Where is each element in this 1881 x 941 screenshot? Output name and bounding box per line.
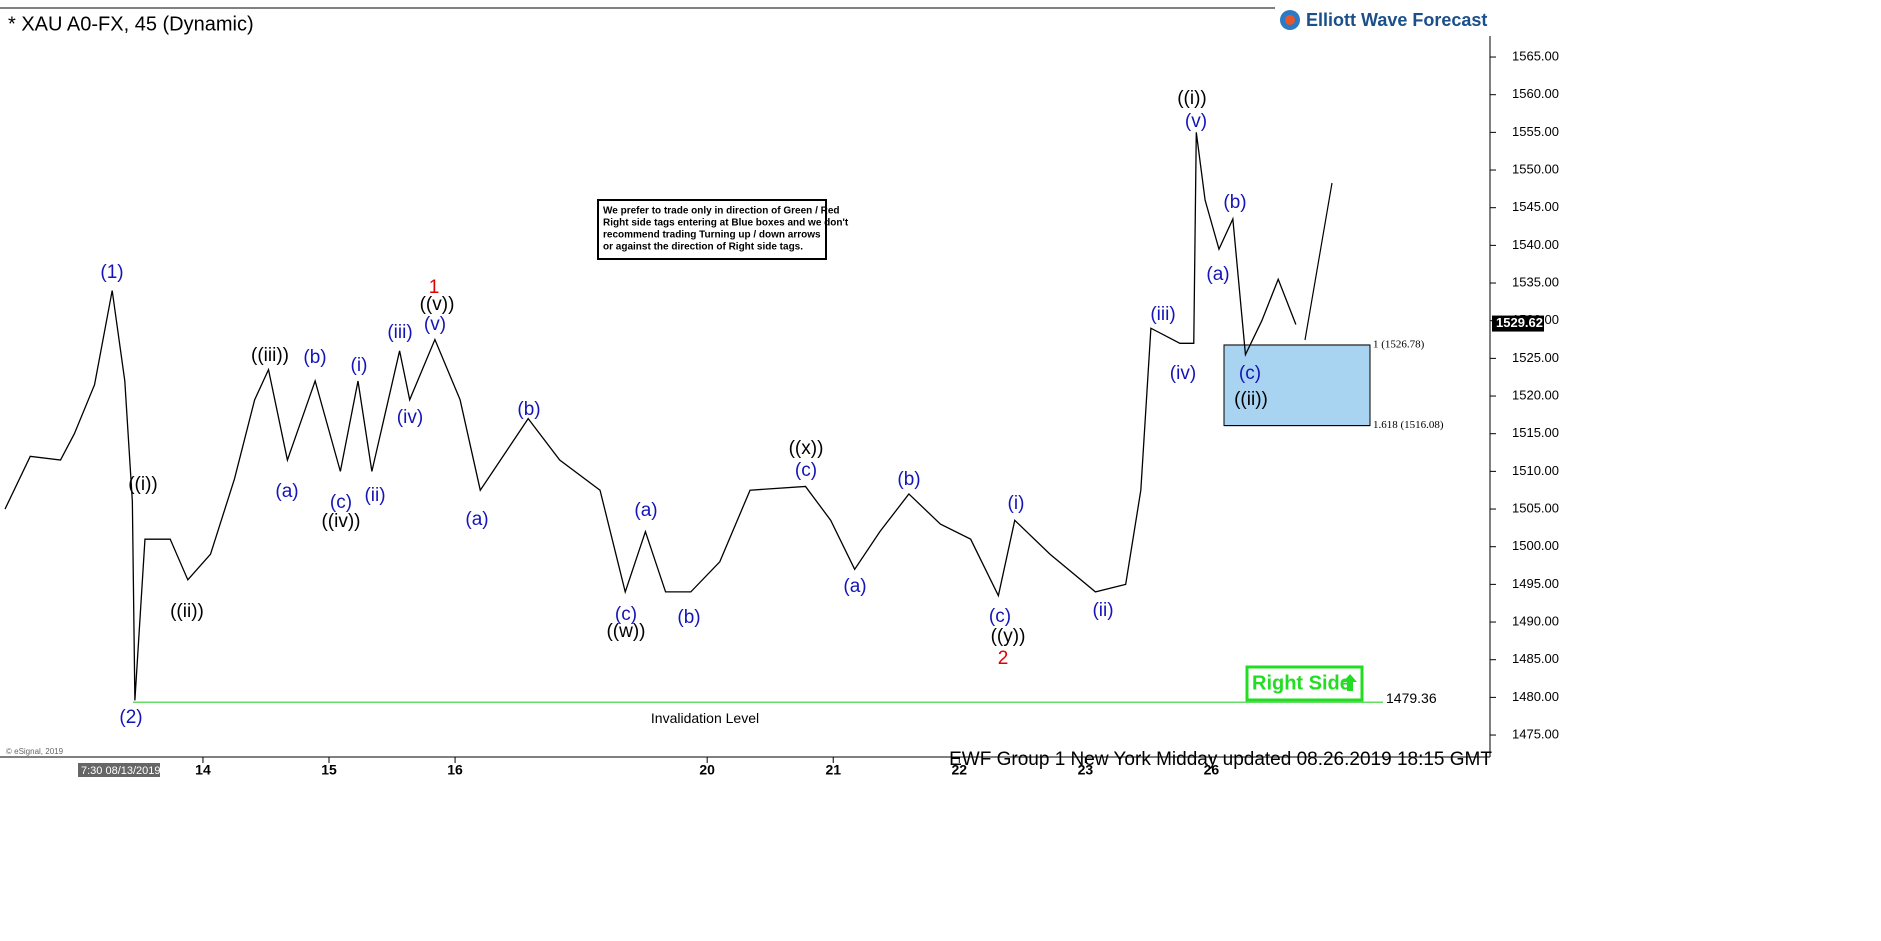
x-tick-label: 22 <box>952 762 968 778</box>
wave-label: (c) <box>795 460 817 481</box>
wave-label: (1) <box>100 262 123 283</box>
wave-label: ((x)) <box>789 438 824 459</box>
y-tick-label: 1555.00 <box>1512 124 1559 139</box>
wave-label: (b) <box>1223 192 1246 213</box>
wave-label: ((w)) <box>606 621 645 642</box>
x-tick-label: 14 <box>195 762 211 778</box>
y-tick-label: 1490.00 <box>1512 613 1559 628</box>
wave-label: ((y)) <box>991 626 1026 647</box>
wave-label: ((ii)) <box>1234 389 1268 410</box>
y-tick-label: 1505.00 <box>1512 500 1559 515</box>
note-frame <box>597 199 827 260</box>
last-price: 1529.62 <box>1496 315 1543 330</box>
wave-label: (b) <box>303 347 326 368</box>
wave-label: (2) <box>119 707 142 728</box>
y-tick-label: 1495.00 <box>1512 576 1559 591</box>
y-tick-label: 1485.00 <box>1512 651 1559 666</box>
wave-label: (c) <box>615 604 637 625</box>
right-side-text: Right Side <box>1252 672 1351 694</box>
wave-label: (a) <box>465 509 488 530</box>
wave-label: (a) <box>275 481 298 502</box>
note-line: We prefer to trade only in direction of … <box>603 206 840 217</box>
footer: EWF Group 1 New York Midday updated 08.2… <box>949 749 1492 770</box>
note-box: We prefer to trade only in direction of … <box>597 199 849 260</box>
x-tick-label: 16 <box>447 762 463 778</box>
y-tick-label: 1515.00 <box>1512 425 1559 440</box>
start-label-box <box>78 763 160 777</box>
start-label: 7:30 08/13/2019 <box>81 765 161 777</box>
wave-label: (c) <box>989 606 1011 627</box>
wave-label: (a) <box>1206 264 1229 285</box>
copyright: © eSignal, 2019 <box>6 747 64 756</box>
wave-label: (c) <box>1239 363 1261 384</box>
y-tick-label: 1510.00 <box>1512 463 1559 478</box>
x-tick-label: 26 <box>1204 762 1220 778</box>
x-tick-label: 23 <box>1078 762 1094 778</box>
projection-arrow <box>1304 182 1333 341</box>
logo-text: Elliott Wave Forecast <box>1306 10 1487 30</box>
logo-icon-center <box>1285 15 1295 25</box>
wave-label: ((v)) <box>420 294 455 315</box>
x-tick-label: 21 <box>825 762 841 778</box>
invalidation-label: Invalidation Level <box>651 710 759 726</box>
wave-label: ((iv)) <box>321 511 360 532</box>
wave-label: (b) <box>897 469 920 490</box>
y-tick-label: 1475.00 <box>1512 726 1559 741</box>
wave-label: ((ii)) <box>170 601 204 622</box>
wave-label: (ii) <box>1092 600 1113 621</box>
y-tick-label: 1550.00 <box>1512 161 1559 176</box>
note-line: recommend trading Turning up / down arro… <box>603 230 821 241</box>
y-tick-label: 1500.00 <box>1512 538 1559 553</box>
wave-label: (a) <box>634 500 657 521</box>
note-line: or against the direction of Right side t… <box>603 242 803 253</box>
wave-label: (iii) <box>387 322 412 343</box>
wave-label: 1 <box>429 277 440 298</box>
wave-label: (b) <box>677 607 700 628</box>
invalidation-value: 1479.36 <box>1386 690 1437 706</box>
wave-label: (i) <box>1008 493 1025 514</box>
y-tick-label: 1480.00 <box>1512 689 1559 704</box>
price-line <box>4 132 1297 701</box>
wave-label: ((i)) <box>1177 88 1207 109</box>
wave-label: (v) <box>1185 111 1207 132</box>
wave-label: ((iii)) <box>251 345 289 366</box>
wave-label: (v) <box>424 314 446 335</box>
target-box <box>1223 344 1371 427</box>
y-tick-label: 1565.00 <box>1512 48 1559 63</box>
y-tick-label: 1535.00 <box>1512 274 1559 289</box>
wave-label: (i) <box>351 355 368 376</box>
target-level-label: 1 (1526.78) <box>1373 338 1425 350</box>
right-side-tag: Right Side <box>1245 665 1364 702</box>
y-tick-label: 1560.00 <box>1512 86 1559 101</box>
y-tick-label: 1545.00 <box>1512 199 1559 214</box>
wave-label: (iii) <box>1150 304 1175 325</box>
right-side-frame <box>1245 665 1364 702</box>
y-tick-label: 1525.00 <box>1512 350 1559 365</box>
wave-label: (iv) <box>397 407 423 428</box>
wave-label: 2 <box>998 648 1009 669</box>
logo-box <box>1275 4 1500 36</box>
y-tick-label: 1520.00 <box>1512 387 1559 402</box>
x-tick-label: 15 <box>321 762 337 778</box>
logo: Elliott Wave Forecast <box>1275 4 1500 36</box>
wave-label: (c) <box>330 492 352 513</box>
note-line: Right side tags entering at Blue boxes a… <box>603 218 849 229</box>
y-tick-label: 1540.00 <box>1512 237 1559 252</box>
x-tick-label: 20 <box>699 762 715 778</box>
target-level-label: 1.618 (1516.08) <box>1373 419 1444 431</box>
wave-label: (ii) <box>364 485 385 506</box>
right-side-arrow <box>1343 674 1357 691</box>
wave-label: (b) <box>517 399 540 420</box>
wave-label: (iv) <box>1170 363 1196 384</box>
last-price-box <box>1492 315 1544 332</box>
chart-title: * XAU A0-FX, 45 (Dynamic) <box>8 13 254 35</box>
wave-label: ((i)) <box>128 474 158 495</box>
wave-label: (a) <box>843 576 866 597</box>
